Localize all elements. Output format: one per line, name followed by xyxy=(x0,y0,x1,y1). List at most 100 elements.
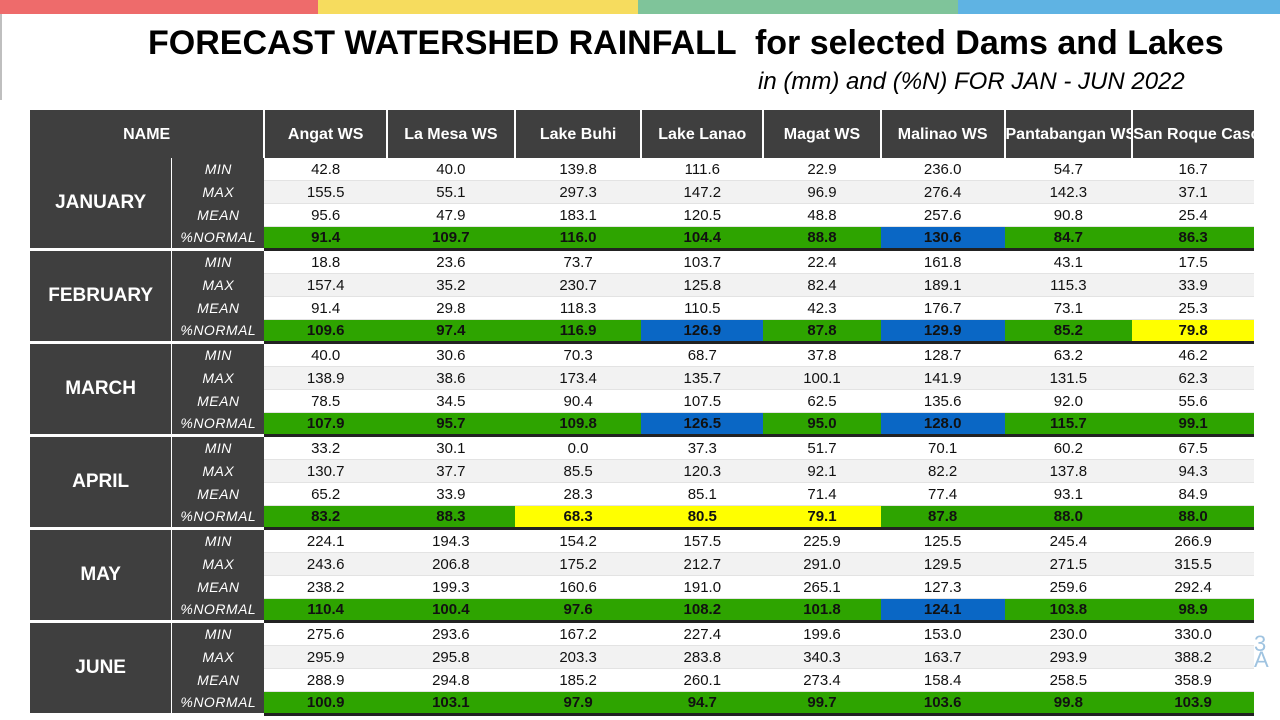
min-value-cell: 33.2 xyxy=(264,435,388,460)
mean-value-cell: 288.9 xyxy=(264,668,388,692)
percent-normal-cell: 116.0 xyxy=(514,226,642,251)
percent-normal-cell: 124.1 xyxy=(880,598,1005,623)
mean-value-cell: 95.6 xyxy=(264,203,388,227)
table-row: %NORMAL 107.9 95.7 109.8 126.5 95.0 128.0 115.7… xyxy=(30,412,1254,437)
percent-normal-cell: 98.9 xyxy=(1132,598,1254,623)
stat-label-max: MAX xyxy=(171,459,265,483)
min-value-cell: 22.4 xyxy=(763,249,881,274)
percent-normal-cell: 108.2 xyxy=(641,598,764,623)
max-value-cell: 138.9 xyxy=(264,366,388,390)
percent-normal-cell: 84.7 xyxy=(1004,226,1133,251)
min-value-cell: 330.0 xyxy=(1132,621,1254,646)
mean-value-cell: 292.4 xyxy=(1132,575,1254,599)
table-row: JANUARY MIN 42.8 40.0 139.8 111.6 22.9 236.0 54.… xyxy=(30,158,1254,251)
percent-normal-cell: 97.6 xyxy=(514,598,642,623)
stat-label-max: MAX xyxy=(171,366,265,390)
stat-label-max: MAX xyxy=(171,180,265,204)
max-value-cell: 173.4 xyxy=(514,366,642,390)
percent-normal-cell: 100.4 xyxy=(387,598,515,623)
percent-normal-cell: 99.1 xyxy=(1132,412,1254,437)
mean-value-cell: 85.1 xyxy=(641,482,764,506)
max-value-cell: 137.8 xyxy=(1004,459,1133,483)
percent-normal-cell: 97.9 xyxy=(514,691,642,716)
table-row: MAX 138.9 38.6 173.4 135.7 100.1 141.9 131.5 62.… xyxy=(30,366,1254,390)
mean-value-cell: 91.4 xyxy=(264,296,388,320)
percent-normal-cell: 85.2 xyxy=(1004,319,1133,344)
percent-normal-cell: 104.4 xyxy=(641,226,764,251)
percent-normal-cell: 99.7 xyxy=(763,691,881,716)
min-value-cell: 30.6 xyxy=(387,342,515,367)
table-row: MEAN 95.6 47.9 183.1 120.5 48.8 257.6 90.8 25.4 xyxy=(30,203,1254,227)
month-label: APRIL xyxy=(30,435,172,530)
percent-normal-cell: 103.9 xyxy=(1132,691,1254,716)
max-value-cell: 82.4 xyxy=(763,273,881,297)
table-row: %NORMAL 83.2 88.3 68.3 80.5 79.1 87.8 88.0 88.0 xyxy=(30,505,1254,530)
stat-label-normal: %NORMAL xyxy=(171,505,265,530)
stat-label-max: MAX xyxy=(171,273,265,297)
stat-label-min: MIN xyxy=(171,528,265,553)
percent-normal-cell: 88.3 xyxy=(387,505,515,530)
percent-normal-cell: 80.5 xyxy=(641,505,764,530)
min-value-cell: 139.8 xyxy=(514,158,642,181)
month-label: FEBRUARY xyxy=(30,249,172,344)
min-value-cell: 40.0 xyxy=(387,158,515,181)
page-title: FORECAST WATERSHED RAINFALL for selected… xyxy=(148,24,1224,62)
min-value-cell: 67.5 xyxy=(1132,435,1254,460)
mean-value-cell: 135.6 xyxy=(880,389,1005,413)
max-value-cell: 163.7 xyxy=(880,645,1005,669)
stat-label-normal: %NORMAL xyxy=(171,691,265,716)
percent-normal-cell: 79.1 xyxy=(763,505,881,530)
mean-value-cell: 90.4 xyxy=(514,389,642,413)
max-value-cell: 35.2 xyxy=(387,273,515,297)
max-value-cell: 129.5 xyxy=(880,552,1005,576)
rainfall-table: NAME Angat WS La Mesa WS Lake Buhi Lake … xyxy=(30,110,1254,716)
top-color-bar xyxy=(0,0,1280,14)
mean-value-cell: 160.6 xyxy=(514,575,642,599)
month-label: MARCH xyxy=(30,342,172,437)
max-value-cell: 82.2 xyxy=(880,459,1005,483)
mean-value-cell: 259.6 xyxy=(1004,575,1133,599)
max-value-cell: 271.5 xyxy=(1004,552,1133,576)
max-value-cell: 388.2 xyxy=(1132,645,1254,669)
max-value-cell: 55.1 xyxy=(387,180,515,204)
max-value-cell: 295.9 xyxy=(264,645,388,669)
percent-normal-cell: 126.9 xyxy=(641,319,764,344)
max-value-cell: 141.9 xyxy=(880,366,1005,390)
max-value-cell: 189.1 xyxy=(880,273,1005,297)
stat-label-normal: %NORMAL xyxy=(171,598,265,623)
mean-value-cell: 78.5 xyxy=(264,389,388,413)
mean-value-cell: 257.6 xyxy=(880,203,1005,227)
column-header: La Mesa WS xyxy=(387,110,516,158)
stat-label-max: MAX xyxy=(171,552,265,576)
max-value-cell: 293.9 xyxy=(1004,645,1133,669)
column-header: Lake Buhi xyxy=(514,110,643,158)
percent-normal-cell: 107.9 xyxy=(264,412,388,437)
max-value-cell: 33.9 xyxy=(1132,273,1254,297)
mean-value-cell: 158.4 xyxy=(880,668,1005,692)
stat-label-mean: MEAN xyxy=(171,575,265,599)
mean-value-cell: 265.1 xyxy=(763,575,881,599)
mean-value-cell: 273.4 xyxy=(763,668,881,692)
max-value-cell: 38.6 xyxy=(387,366,515,390)
mean-value-cell: 47.9 xyxy=(387,203,515,227)
min-value-cell: 153.0 xyxy=(880,621,1005,646)
table-row: MAX 243.6 206.8 175.2 212.7 291.0 129.5 271.5 31… xyxy=(30,552,1254,576)
stat-label-min: MIN xyxy=(171,158,265,181)
max-value-cell: 295.8 xyxy=(387,645,515,669)
mean-value-cell: 25.3 xyxy=(1132,296,1254,320)
mean-value-cell: 29.8 xyxy=(387,296,515,320)
stat-label-mean: MEAN xyxy=(171,482,265,506)
top-bar-blue-segment xyxy=(958,0,1280,14)
percent-normal-cell: 91.4 xyxy=(264,226,388,251)
max-value-cell: 203.3 xyxy=(514,645,642,669)
mean-value-cell: 183.1 xyxy=(514,203,642,227)
table-row: MEAN 288.9 294.8 185.2 260.1 273.4 158.4 258.5 3… xyxy=(30,668,1254,692)
max-value-cell: 175.2 xyxy=(514,552,642,576)
max-value-cell: 135.7 xyxy=(641,366,764,390)
percent-normal-cell: 68.3 xyxy=(514,505,642,530)
min-value-cell: 54.7 xyxy=(1004,158,1133,181)
min-value-cell: 70.1 xyxy=(880,435,1005,460)
mean-value-cell: 55.6 xyxy=(1132,389,1254,413)
mean-value-cell: 107.5 xyxy=(641,389,764,413)
mean-value-cell: 62.5 xyxy=(763,389,881,413)
